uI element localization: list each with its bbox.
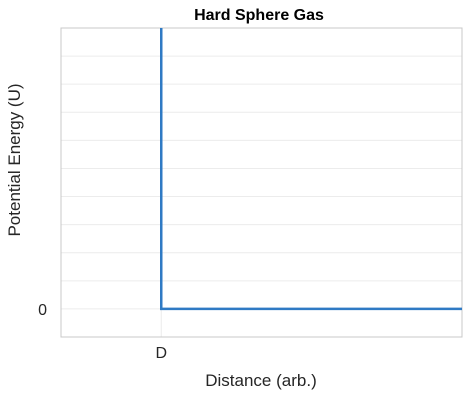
x-axis-label: Distance (arb.): [205, 371, 316, 390]
series-group: [160, 28, 462, 311]
chart-title: Hard Sphere Gas: [194, 7, 324, 24]
series-line: [160, 28, 462, 311]
plot-frame: [60, 27, 463, 338]
y-axis-label: Potential Energy (U): [5, 83, 24, 236]
y-tick-label: 0: [38, 302, 47, 319]
x-tick-label: D: [155, 345, 167, 362]
grid-lines: [61, 28, 462, 337]
tick-labels: D0: [38, 302, 167, 362]
